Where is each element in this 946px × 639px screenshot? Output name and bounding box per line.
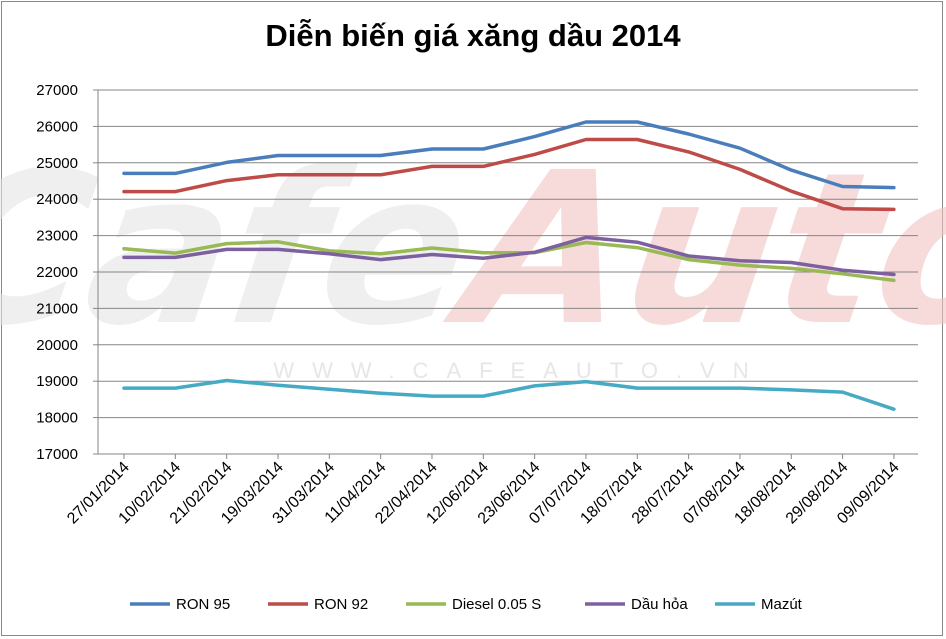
legend-label: Dầu hỏa (631, 596, 688, 613)
legend-label: RON 95 (176, 596, 230, 613)
y-tick-label: 27000 (36, 82, 78, 99)
y-tick-label: 22000 (36, 264, 78, 281)
y-tick-label: 18000 (36, 410, 78, 427)
series-line (122, 120, 896, 190)
y-tick-label: 24000 (36, 191, 78, 208)
y-tick-label: 26000 (36, 118, 78, 135)
series-line (122, 137, 896, 212)
y-tick-label: 19000 (36, 373, 78, 390)
series-line (122, 240, 896, 283)
series-lines (122, 120, 896, 411)
y-tick-label: 23000 (36, 228, 78, 245)
watermark-url: WWW.CAFEAUTO.VN (273, 358, 766, 383)
series-line (122, 378, 896, 411)
series-line (122, 235, 896, 277)
y-tick-labels: 17000 18000 19000 20000 21000 22000 23000 24000… (36, 82, 78, 463)
legend-label: RON 92 (314, 596, 368, 613)
y-tick-label: 21000 (36, 300, 78, 317)
axes (93, 89, 918, 459)
y-tick-label: 25000 (36, 155, 78, 172)
chart-title: Diễn biến giá xăng dầu 2014 (265, 18, 681, 53)
watermark-brand-part: Auto (435, 127, 946, 372)
y-tick-label: 17000 (36, 446, 78, 463)
legend-label: Diesel 0.05 S (452, 596, 541, 613)
legend-label: Mazút (761, 596, 803, 613)
x-tick-labels: 27/01/201410/02/201421/02/201419/03/2014… (64, 459, 903, 528)
y-tick-label: 20000 (36, 337, 78, 354)
legend: RON 95 RON 92 Diesel 0.05 S Dầu hỏa Mazút (130, 596, 803, 613)
